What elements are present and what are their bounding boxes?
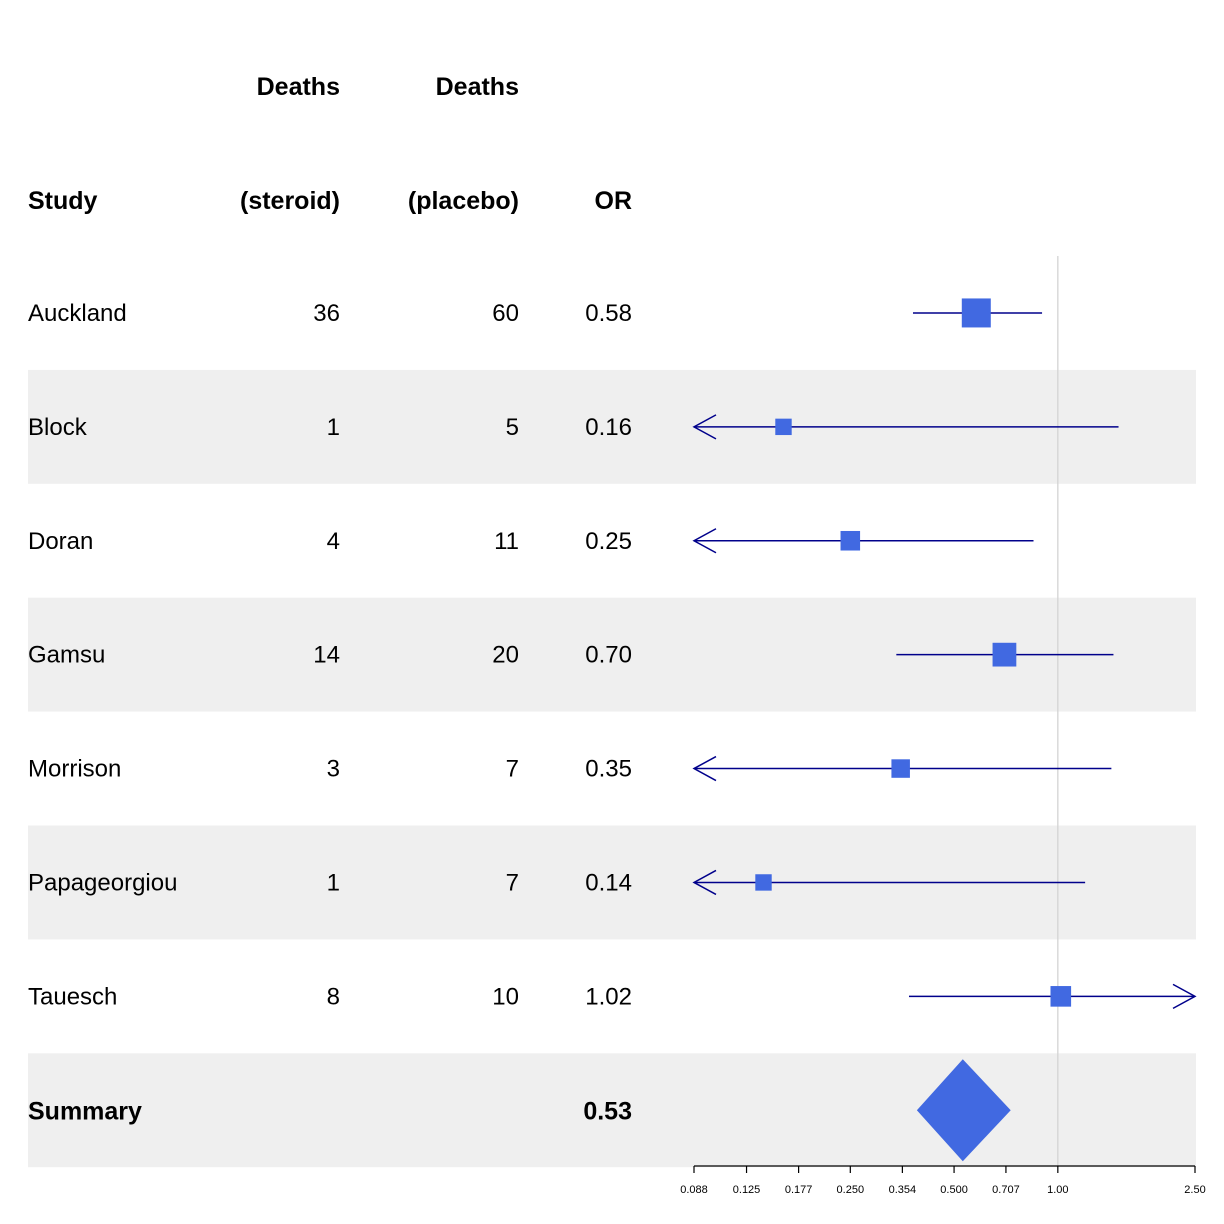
study-name: Auckland bbox=[28, 300, 127, 327]
point-estimate-box bbox=[961, 298, 991, 328]
header-study: Study bbox=[28, 187, 98, 215]
axis-tick-label: 2.50 bbox=[1184, 1184, 1205, 1196]
odds-ratio: 0.70 bbox=[585, 642, 632, 669]
deaths-placebo: 7 bbox=[506, 756, 519, 783]
axis-tick-label: 0.125 bbox=[733, 1184, 761, 1196]
header-placebo-line1: Deaths bbox=[436, 73, 519, 101]
point-estimate-box bbox=[891, 759, 910, 778]
odds-ratio: 0.16 bbox=[585, 414, 632, 441]
ci-arrow-left bbox=[692, 869, 717, 896]
odds-ratio: 1.02 bbox=[585, 983, 632, 1010]
ci-arrow-left bbox=[692, 528, 717, 554]
deaths-steroid: 14 bbox=[313, 642, 340, 669]
study-name: Morrison bbox=[28, 756, 121, 783]
ci-arrow-right bbox=[1172, 983, 1197, 1010]
odds-ratio: 0.14 bbox=[585, 869, 632, 896]
axis-tick-label: 0.707 bbox=[992, 1184, 1020, 1196]
point-estimate-box bbox=[992, 642, 1017, 667]
study-name: Tauesch bbox=[28, 983, 117, 1010]
deaths-placebo: 60 bbox=[492, 300, 519, 327]
point-estimate-box bbox=[840, 530, 861, 551]
deaths-placebo: 20 bbox=[492, 642, 519, 669]
deaths-steroid: 8 bbox=[327, 983, 340, 1010]
deaths-steroid: 1 bbox=[327, 869, 340, 896]
axis-tick-label: 0.500 bbox=[940, 1184, 968, 1196]
axis-tick-label: 0.088 bbox=[680, 1184, 708, 1196]
point-estimate-box bbox=[755, 874, 772, 891]
summary-or: 0.53 bbox=[583, 1097, 632, 1125]
deaths-steroid: 4 bbox=[327, 528, 340, 555]
odds-ratio: 0.35 bbox=[585, 756, 632, 783]
study-marks bbox=[692, 298, 1197, 1010]
header-steroid-line2: (steroid) bbox=[240, 187, 340, 215]
deaths-steroid: 3 bbox=[327, 756, 340, 783]
ci-arrow-left bbox=[692, 414, 717, 440]
x-axis: 0.088 0.125 0.177 0.250 0.354 0.500 0.707 1.00 2… bbox=[680, 1165, 1206, 1196]
axis-tick-label: 0.177 bbox=[785, 1184, 813, 1196]
study-rows: Auckland 36 60 0.58 Block 1 5 0.16 Doran 4 11 0.25 G… bbox=[28, 300, 632, 1010]
deaths-steroid: 36 bbox=[313, 300, 340, 327]
header-steroid-line1: Deaths bbox=[257, 73, 340, 101]
header-or: OR bbox=[595, 187, 633, 215]
deaths-steroid: 1 bbox=[327, 414, 340, 441]
axis-tick-label: 0.250 bbox=[837, 1184, 865, 1196]
point-estimate-box bbox=[1050, 986, 1072, 1007]
odds-ratio: 0.58 bbox=[585, 300, 632, 327]
ci-arrow-left bbox=[692, 755, 717, 782]
study-name: Block bbox=[28, 414, 88, 441]
summary-label: Summary bbox=[28, 1097, 142, 1125]
deaths-placebo: 10 bbox=[492, 983, 519, 1010]
summary-row: Summary 0.53 bbox=[28, 1059, 1011, 1162]
header-placebo-line2: (placebo) bbox=[408, 187, 519, 215]
study-name: Doran bbox=[28, 528, 93, 555]
point-estimate-box bbox=[775, 418, 792, 436]
deaths-placebo: 7 bbox=[506, 869, 519, 896]
summary-diamond bbox=[916, 1059, 1011, 1162]
odds-ratio: 0.25 bbox=[585, 528, 632, 555]
study-name: Papageorgiou bbox=[28, 869, 177, 896]
deaths-placebo: 11 bbox=[494, 528, 519, 555]
deaths-placebo: 5 bbox=[506, 414, 519, 441]
axis-tick-label: 0.354 bbox=[889, 1184, 917, 1196]
study-name: Gamsu bbox=[28, 642, 105, 669]
table-header: Deaths Deaths Study (steroid) (placebo) … bbox=[28, 73, 632, 215]
axis-tick-label: 1.00 bbox=[1047, 1184, 1068, 1196]
